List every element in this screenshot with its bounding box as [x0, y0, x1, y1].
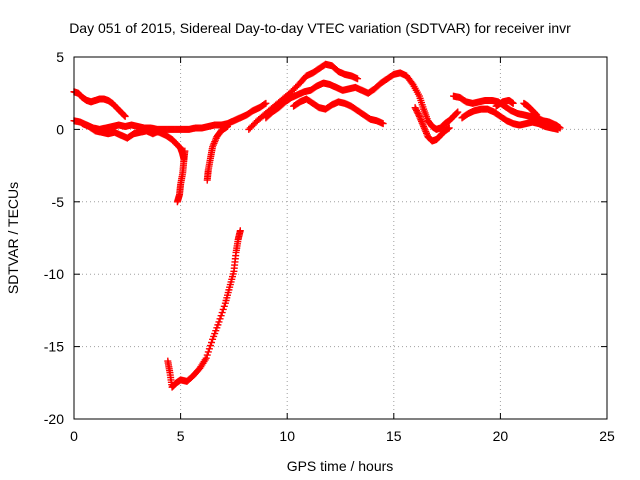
data-point: [445, 124, 453, 132]
series-rise-mid: [245, 60, 362, 133]
data-point: [533, 111, 541, 119]
series-spike-20: [492, 96, 517, 110]
series-dip-16: [411, 104, 453, 145]
data-point: [219, 305, 227, 313]
series-wave-right-lower: [458, 105, 562, 133]
grid-lines: [74, 57, 607, 419]
data-point: [208, 338, 216, 346]
data-point: [218, 309, 226, 317]
series-fall-5: [173, 147, 189, 206]
x-tick-label: 0: [70, 428, 78, 444]
data-point: [220, 302, 228, 310]
x-tick-label: 20: [493, 428, 509, 444]
data-point: [206, 342, 214, 350]
data-points: [70, 60, 564, 391]
series-wave-main: [262, 69, 462, 133]
y-tick-label: 0: [56, 121, 64, 137]
x-axis-label: GPS time / hours: [287, 458, 394, 474]
series-baseline-1: [70, 99, 270, 133]
y-axis-label: SDTVAR / TECUs: [5, 182, 21, 294]
series-rise-low: [164, 227, 244, 391]
data-point: [203, 176, 211, 184]
series-wave-lower: [290, 95, 387, 128]
y-tick-label: -10: [44, 266, 64, 282]
x-tick-label: 10: [279, 428, 295, 444]
data-point: [261, 100, 269, 108]
plot-frame: [73, 56, 608, 420]
data-point: [120, 111, 128, 119]
data-point: [509, 99, 517, 107]
y-tick-label: -15: [44, 339, 64, 355]
chart-title: Day 051 of 2015, Sidereal Day-to-day VTE…: [69, 20, 571, 36]
x-tick-label: 5: [177, 428, 185, 444]
y-tick-label: -20: [44, 411, 64, 427]
data-point: [379, 120, 387, 128]
data-point: [205, 345, 213, 353]
data-point: [215, 318, 223, 326]
x-tick-label: 15: [386, 428, 402, 444]
y-tick-label: 5: [56, 49, 64, 65]
data-point: [554, 125, 562, 133]
data-point: [173, 198, 181, 206]
data-point: [203, 351, 211, 359]
data-point: [216, 315, 224, 323]
data-point: [120, 112, 128, 120]
data-point: [204, 348, 212, 356]
series-spike-21: [520, 99, 541, 119]
data-point: [531, 109, 539, 117]
series-wave-right: [449, 92, 564, 132]
data-point: [236, 227, 244, 235]
data-point: [217, 312, 225, 320]
series-fall-6: [203, 123, 232, 184]
data-point: [454, 108, 462, 116]
x-axis: 0 5 10 15 20 25: [70, 57, 615, 444]
data-point: [262, 99, 270, 107]
data-point: [121, 112, 129, 120]
x-tick-label: 25: [599, 428, 615, 444]
y-tick-label: -5: [52, 194, 65, 210]
data-point: [354, 75, 362, 83]
data-point: [452, 109, 460, 117]
data-point: [415, 111, 423, 119]
data-point: [453, 109, 461, 117]
data-point: [202, 354, 210, 362]
series-upper-left: [70, 88, 129, 120]
y-axis: 5 0 -5 -10 -15 -20: [44, 49, 607, 427]
data-point: [532, 110, 540, 118]
